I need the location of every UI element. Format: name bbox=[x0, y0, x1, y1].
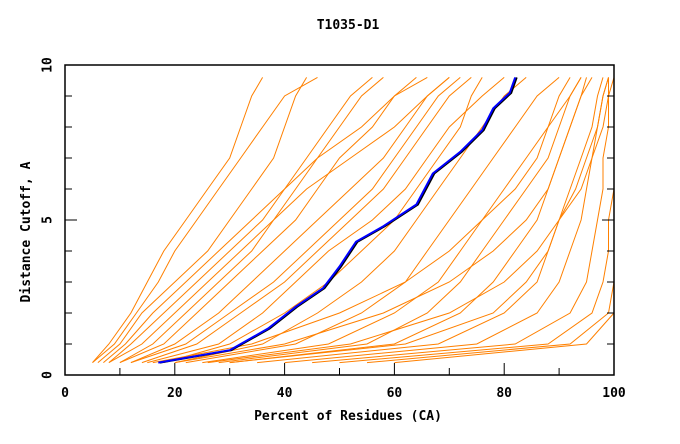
chart-title: T1035-D1 bbox=[317, 18, 380, 33]
model-line-1 bbox=[92, 77, 264, 363]
y-tick-label: 10 bbox=[41, 57, 56, 73]
model-line-9 bbox=[185, 77, 560, 364]
x-tick-label: 20 bbox=[167, 386, 183, 401]
model-line-2 bbox=[97, 77, 308, 363]
model-line-7 bbox=[163, 77, 483, 364]
model-line-22 bbox=[119, 77, 417, 364]
model-line-6 bbox=[141, 77, 472, 364]
model-line-19 bbox=[108, 77, 450, 364]
model-line-28 bbox=[207, 77, 609, 364]
x-tick-label: 60 bbox=[387, 386, 403, 401]
model-line-25 bbox=[130, 77, 461, 364]
model-line-26 bbox=[92, 76, 318, 363]
x-axis-label: Percent of Residues (CA) bbox=[254, 409, 442, 424]
y-axis-label: Distance Cutoff, A bbox=[19, 161, 34, 302]
model-line-21 bbox=[174, 77, 593, 364]
series-group bbox=[92, 76, 615, 364]
model-line-13 bbox=[257, 77, 604, 364]
x-tick-label: 80 bbox=[496, 386, 512, 401]
x-tick-label: 40 bbox=[277, 386, 293, 401]
model-line-27 bbox=[152, 77, 571, 364]
model-line-11 bbox=[218, 77, 582, 364]
model-line-12 bbox=[229, 77, 587, 364]
model-line-20 bbox=[147, 77, 505, 364]
axis-ticks: 0 20 40 60 80 100 0 5 10 bbox=[41, 57, 626, 401]
model-line-5 bbox=[130, 77, 450, 364]
x-tick-label: 0 bbox=[61, 386, 69, 401]
model-line-3 bbox=[108, 77, 373, 363]
model-line-24 bbox=[103, 76, 428, 363]
model-line-15 bbox=[312, 77, 609, 364]
x-tick-label: 100 bbox=[602, 386, 626, 401]
highlight-line bbox=[158, 77, 517, 364]
y-tick-label: 0 bbox=[41, 371, 56, 379]
y-tick-label: 5 bbox=[41, 216, 56, 224]
